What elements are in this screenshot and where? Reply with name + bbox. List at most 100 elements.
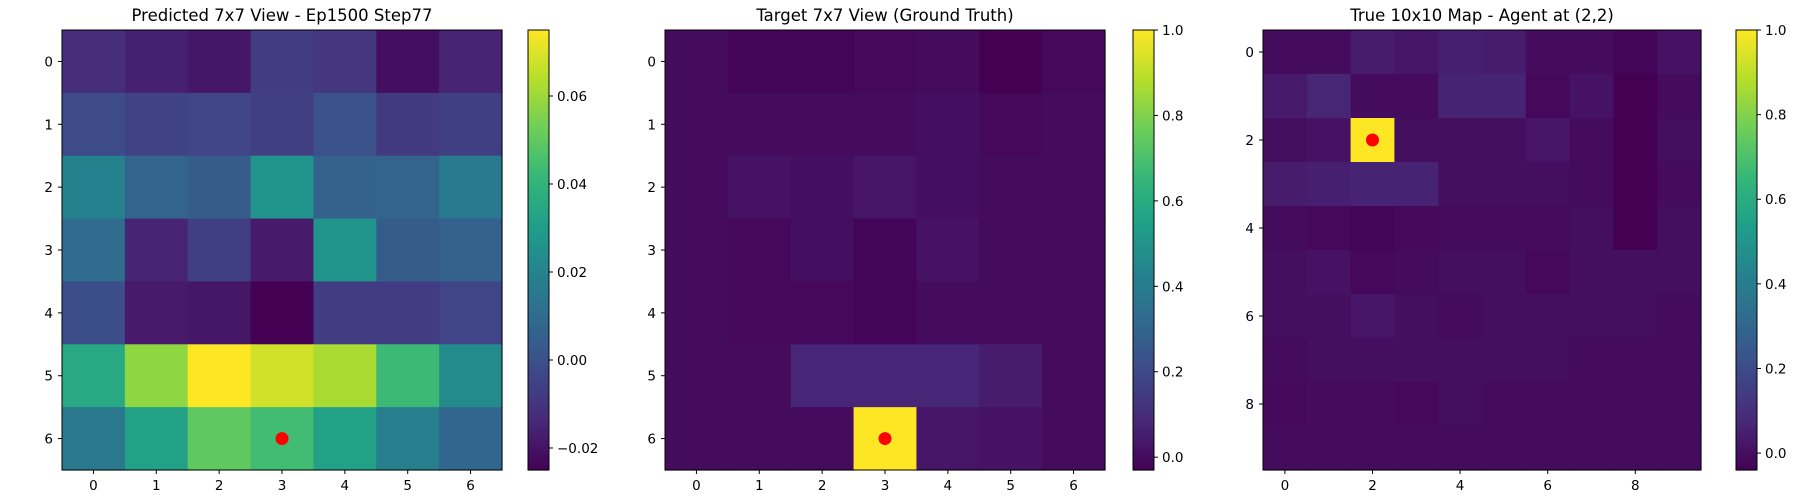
heatmap-cell xyxy=(124,155,189,220)
heatmap-cell xyxy=(313,218,377,283)
heatmap-cell xyxy=(62,281,126,345)
colorbar-segment xyxy=(1736,374,1757,379)
heatmap-cell xyxy=(727,155,792,220)
heatmap-cell xyxy=(1525,294,1571,339)
heatmap-cell xyxy=(187,218,252,283)
colorbar-segment xyxy=(528,366,549,371)
heatmap-cell xyxy=(1438,338,1483,383)
colorbar-segment xyxy=(1736,166,1757,171)
colorbar-segment xyxy=(528,434,549,439)
colorbar-segment xyxy=(528,314,549,319)
heatmap-cell xyxy=(1657,382,1702,427)
colorbar-segment xyxy=(1133,302,1154,307)
heatmap-cell xyxy=(1569,426,1614,471)
colorbar-segment xyxy=(1736,98,1757,103)
colorbar-segment xyxy=(1736,54,1757,59)
heatmap-cell xyxy=(1394,426,1439,471)
colorbar-segment xyxy=(528,358,549,363)
x-tick-label: 0 xyxy=(89,478,98,494)
panel-target: Target 7x7 View (Ground Truth) 0 1 2 3 4 5 6 0… xyxy=(647,6,1183,494)
colorbar-segment xyxy=(1736,430,1757,435)
colorbar-segment xyxy=(528,266,549,271)
heatmap-cell xyxy=(1569,74,1614,119)
colorbar-segment xyxy=(1736,254,1757,259)
colorbar-segment xyxy=(1736,82,1757,87)
colorbar-segment xyxy=(1736,206,1757,211)
heatmap-cell xyxy=(665,407,729,471)
colorbar-segment xyxy=(1133,418,1154,423)
colorbar-segment xyxy=(1736,182,1757,187)
colorbar-segment xyxy=(1736,442,1757,447)
colorbar-segment xyxy=(528,94,549,99)
colorbar-segment xyxy=(1133,410,1154,415)
colorbar-segment xyxy=(1133,210,1154,215)
colorbar: 0.0 0.2 0.4 0.6 0.8 1.0 xyxy=(1132,23,1183,471)
y-tick-label: 6 xyxy=(647,432,656,448)
colorbar-tick-label: 0.6 xyxy=(1162,194,1183,210)
colorbar-segment xyxy=(528,50,549,55)
colorbar-segment xyxy=(1736,30,1757,35)
heatmap-cell xyxy=(250,155,315,220)
colorbar-segment xyxy=(1736,410,1757,415)
colorbar-segment xyxy=(1133,382,1154,387)
heatmap-cell xyxy=(439,344,503,408)
heatmap-cell xyxy=(1569,250,1614,295)
heatmap-cell xyxy=(1350,206,1395,251)
colorbar-tick-label: 0.8 xyxy=(1765,108,1786,124)
heatmap-cell xyxy=(1482,426,1527,471)
colorbar-segment xyxy=(1133,34,1154,39)
colorbar-segment xyxy=(528,186,549,191)
colorbar-segment xyxy=(528,150,549,155)
colorbar-segment xyxy=(1736,78,1757,83)
x-tick-label: 2 xyxy=(818,478,827,494)
heatmap-cell xyxy=(1350,382,1395,427)
colorbar-segment xyxy=(1133,186,1154,191)
colorbar-segment xyxy=(1133,94,1154,99)
heatmap-cell xyxy=(1525,74,1571,119)
colorbar-segment xyxy=(1133,310,1154,315)
colorbar-segment xyxy=(528,418,549,423)
colorbar-segment xyxy=(528,406,549,411)
heatmap-cell xyxy=(1438,250,1483,295)
colorbar-segment xyxy=(1736,46,1757,51)
heatmap-cell xyxy=(1306,206,1352,251)
colorbar-segment xyxy=(528,74,549,79)
colorbar-tick-label: 0.8 xyxy=(1162,108,1183,124)
x-tick-label: 2 xyxy=(1368,478,1377,494)
colorbar-segment xyxy=(1133,430,1154,435)
heatmap-cell xyxy=(439,218,503,283)
heatmap-cell xyxy=(1263,294,1308,339)
heatmap-cell xyxy=(727,407,792,471)
colorbar-segment xyxy=(1736,438,1757,443)
y-tick-label: 0 xyxy=(44,54,53,70)
y-tick-label: 1 xyxy=(647,117,656,133)
heatmap-cell xyxy=(916,407,980,471)
heatmap-cell xyxy=(1657,250,1702,295)
colorbar-segment xyxy=(1736,202,1757,207)
colorbar-segment xyxy=(1736,446,1757,451)
heatmap-cell xyxy=(250,218,315,283)
colorbar-segment xyxy=(1133,78,1154,83)
colorbar-tick-label: −0.02 xyxy=(557,441,598,457)
colorbar-segment xyxy=(1736,210,1757,215)
colorbar-segment xyxy=(1133,466,1154,471)
colorbar-segment xyxy=(1736,178,1757,183)
colorbar-segment xyxy=(1133,298,1154,303)
heatmap-cell xyxy=(1482,74,1527,119)
colorbar-segment xyxy=(528,98,549,103)
heatmap-cell xyxy=(1306,294,1352,339)
colorbar-segment xyxy=(1736,238,1757,243)
colorbar-segment xyxy=(1736,222,1757,227)
colorbar-segment xyxy=(1133,318,1154,323)
heatmap-cell xyxy=(1613,382,1658,427)
colorbar-segment xyxy=(1133,62,1154,67)
heatmap-cell xyxy=(1350,30,1395,75)
colorbar-segment xyxy=(528,462,549,467)
colorbar-tick-label: 1.0 xyxy=(1765,23,1786,39)
colorbar-tick-label: 0.04 xyxy=(557,177,587,193)
heatmap-cell xyxy=(790,344,855,408)
colorbar-segment xyxy=(1133,214,1154,219)
colorbar-segment xyxy=(528,246,549,251)
colorbar-segment xyxy=(1736,466,1757,471)
colorbar-tick-label: 0.2 xyxy=(1765,361,1786,377)
